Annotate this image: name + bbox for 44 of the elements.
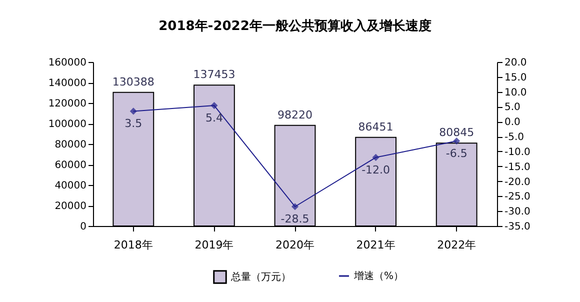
data-label: 86451 <box>358 120 394 134</box>
y-tick-label: 60000 <box>54 160 86 171</box>
x-tick-label: 2018年 <box>114 238 153 252</box>
x-tick-label: 2020年 <box>276 238 314 252</box>
y2-tick-label: 10.0 <box>504 87 527 98</box>
data-label: -12.0 <box>362 163 390 176</box>
x-tick-label: 2022年 <box>437 238 476 252</box>
legend-label: 总量（万元） <box>230 271 291 283</box>
x-tick-label: 2021年 <box>356 238 396 252</box>
y2-tick-label: -15.0 <box>504 162 530 173</box>
point <box>453 137 460 145</box>
point <box>210 102 218 110</box>
y-tick-label: 120000 <box>48 98 86 110</box>
y2-tick-label: 5.0 <box>504 102 520 114</box>
point <box>130 108 137 115</box>
point <box>372 154 380 161</box>
data-label: -6.5 <box>446 147 468 160</box>
point <box>291 203 299 210</box>
y2-tick-label: -25.0 <box>504 192 530 203</box>
data-label: 3.5 <box>124 117 142 130</box>
legend-label: 增速（%） <box>353 270 404 282</box>
data-label: 98220 <box>278 108 312 122</box>
y-tick-label: 140000 <box>48 78 86 89</box>
y-tick-label: 160000 <box>48 58 86 68</box>
y2-tick-label: -20.0 <box>504 176 530 188</box>
data-label: 80845 <box>439 126 474 140</box>
y-tick-label: 80000 <box>54 140 86 150</box>
y2-tick-label: 15.0 <box>504 72 527 84</box>
y-tick-label: 40000 <box>54 180 86 192</box>
data-label: 137453 <box>193 68 236 82</box>
data-label: -28.5 <box>280 212 310 226</box>
y2-tick-label: 20.0 <box>504 58 527 68</box>
y-tick-label: 20000 <box>54 201 86 212</box>
y2-tick-label: -5.0 <box>504 132 524 144</box>
data-label: 130388 <box>112 75 154 88</box>
x-tick-label: 2019年 <box>194 238 234 252</box>
data-label: 5.4 <box>205 112 223 125</box>
chart-title: 2018年-2022年一般公共预算收入及增长速度 <box>158 18 432 34</box>
y2-tick-label: -35.0 <box>504 222 530 232</box>
y-tick-label: 100000 <box>48 119 86 130</box>
y2-tick-label: -10.0 <box>504 146 530 158</box>
y2-tick-label: -30.0 <box>504 206 530 218</box>
y-tick-label: 0 <box>80 222 86 232</box>
y2-tick-label: 0.0 <box>504 117 520 128</box>
